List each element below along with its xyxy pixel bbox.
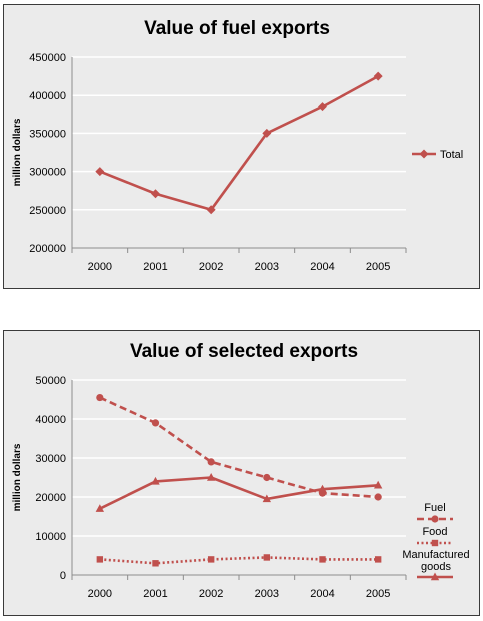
y-tick-label: 450000 bbox=[29, 52, 66, 64]
x-tick-label: 2002 bbox=[199, 261, 223, 273]
fuel-exports-chart: 200000 250000 300000 350000 400000 450000 2000… bbox=[12, 18, 463, 273]
data-point-fuel bbox=[151, 419, 160, 427]
chart-title: Value of fuel exports bbox=[144, 18, 330, 39]
chart-title: Value of selected exports bbox=[130, 341, 358, 362]
data-point-total bbox=[373, 71, 383, 81]
x-tick-label: 2001 bbox=[143, 261, 167, 273]
y-tick-label: 400000 bbox=[29, 90, 66, 102]
x-tick-label: 2003 bbox=[255, 261, 279, 273]
legend-label: Total bbox=[440, 149, 463, 161]
y-tick-label: 0 bbox=[60, 570, 66, 582]
data-point-manufactured-goods bbox=[318, 484, 327, 493]
x-tick-label: 2002 bbox=[199, 588, 223, 600]
x-tick-label: 2004 bbox=[310, 588, 334, 600]
fuel-exports-chart-panel: 200000 250000 300000 350000 400000 450000 2000… bbox=[3, 4, 480, 289]
y-tick-label: 350000 bbox=[29, 128, 66, 140]
data-point-total bbox=[206, 205, 216, 215]
x-tick-label: 2001 bbox=[143, 588, 167, 600]
series-line-manufactured-goods bbox=[99, 476, 379, 510]
y-tick-label: 50000 bbox=[35, 375, 66, 387]
data-point-total bbox=[95, 167, 105, 177]
data-point-manufactured-goods bbox=[151, 476, 160, 485]
y-tick-label: 300000 bbox=[29, 167, 66, 179]
legend-marker-manufactured-goods bbox=[430, 572, 440, 581]
data-point-fuel bbox=[263, 473, 271, 482]
x-tick-label: 2005 bbox=[366, 588, 390, 600]
data-point-fuel bbox=[207, 458, 215, 466]
data-point-manufactured-goods bbox=[95, 504, 105, 512]
data-point-total bbox=[318, 102, 327, 112]
legend-label: Food bbox=[422, 526, 447, 538]
data-point-food bbox=[263, 554, 271, 561]
x-tick-label: 2005 bbox=[366, 261, 390, 273]
data-point-food bbox=[152, 560, 159, 567]
series-line-fuel bbox=[99, 396, 379, 499]
selected-exports-chart: 0 10000 20000 30000 40000 50000 2000 2001 2002 20… bbox=[12, 341, 470, 600]
data-point-food bbox=[96, 556, 104, 563]
legend-label: Manufactured bbox=[402, 549, 469, 561]
data-point-manufactured-goods bbox=[373, 480, 383, 489]
y-tick-label: 20000 bbox=[35, 492, 66, 504]
data-point-fuel bbox=[96, 393, 104, 402]
data-point-fuel bbox=[374, 493, 382, 501]
y-axis-label: million dollars bbox=[12, 443, 23, 511]
data-point-food bbox=[207, 556, 215, 563]
selected-exports-chart-panel: 0 10000 20000 30000 40000 50000 2000 2001 2002 20… bbox=[3, 330, 480, 616]
y-tick-label: 250000 bbox=[29, 205, 66, 217]
plot-area bbox=[72, 380, 406, 575]
data-point-total bbox=[151, 189, 160, 199]
legend-label: goods bbox=[421, 561, 451, 573]
series-line-food bbox=[99, 556, 379, 565]
data-point-food bbox=[374, 556, 382, 563]
data-point-total bbox=[262, 128, 272, 138]
y-tick-label: 200000 bbox=[29, 243, 66, 255]
legend-marker-food bbox=[431, 539, 439, 547]
x-tick-label: 2003 bbox=[255, 588, 279, 600]
data-point-manufactured-goods bbox=[262, 494, 272, 503]
y-axis-label: million dollars bbox=[12, 118, 23, 186]
x-tick-label: 2004 bbox=[310, 261, 334, 273]
legend-marker-fuel bbox=[431, 515, 439, 523]
x-tick-label: 2000 bbox=[88, 588, 112, 600]
x-tick-label: 2000 bbox=[88, 261, 112, 273]
data-point-manufactured-goods bbox=[206, 473, 216, 481]
y-tick-label: 40000 bbox=[35, 414, 66, 426]
legend-marker-total bbox=[419, 149, 429, 159]
plot-area bbox=[72, 57, 406, 248]
legend-label: Fuel bbox=[424, 502, 445, 514]
y-tick-label: 30000 bbox=[35, 453, 66, 465]
y-tick-label: 10000 bbox=[35, 531, 66, 543]
series-line-total bbox=[99, 74, 379, 212]
data-point-food bbox=[319, 556, 326, 563]
